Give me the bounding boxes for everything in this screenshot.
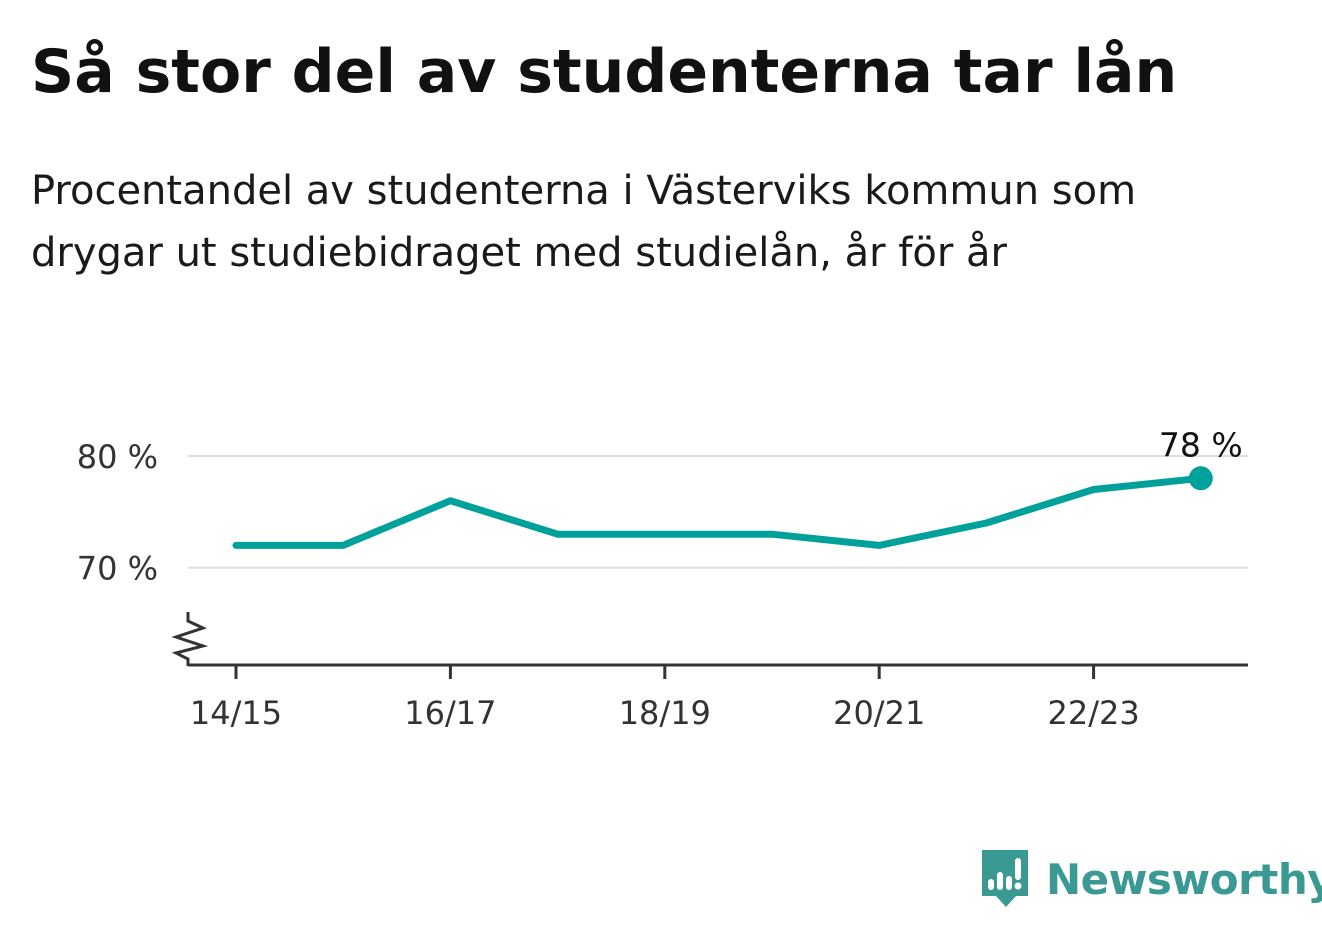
- x-tick-label: 20/21: [833, 694, 925, 732]
- axis-break-icon: [171, 612, 209, 666]
- brand-name: Newsworthy: [1046, 854, 1322, 904]
- bar-chart-speech-bubble-icon: [982, 850, 1028, 907]
- y-axis-tick-labels: 70 % 80 %: [77, 438, 158, 588]
- y-tick-label: 70 %: [77, 550, 158, 588]
- end-point-marker: [1188, 466, 1213, 491]
- x-axis-ticks: 14/15 16/17 18/19 20/21 22/23: [190, 665, 1140, 732]
- x-tick-label: 16/17: [404, 694, 496, 732]
- x-tick-label: 22/23: [1047, 694, 1139, 732]
- chart-subtitle: Procentandel av studenterna i Västerviks…: [31, 168, 1137, 276]
- x-tick-label: 18/19: [619, 694, 711, 732]
- grid-lines: [188, 454, 1248, 569]
- brand-logo: Newsworthy: [980, 848, 1322, 910]
- x-tick-label: 14/15: [190, 694, 282, 732]
- chart-title: Så stor del av studenterna tar lån: [31, 37, 1178, 107]
- y-tick-label: 80 %: [77, 438, 158, 476]
- end-value-label: 78 %: [1159, 425, 1243, 464]
- series-line: [232, 474, 1205, 549]
